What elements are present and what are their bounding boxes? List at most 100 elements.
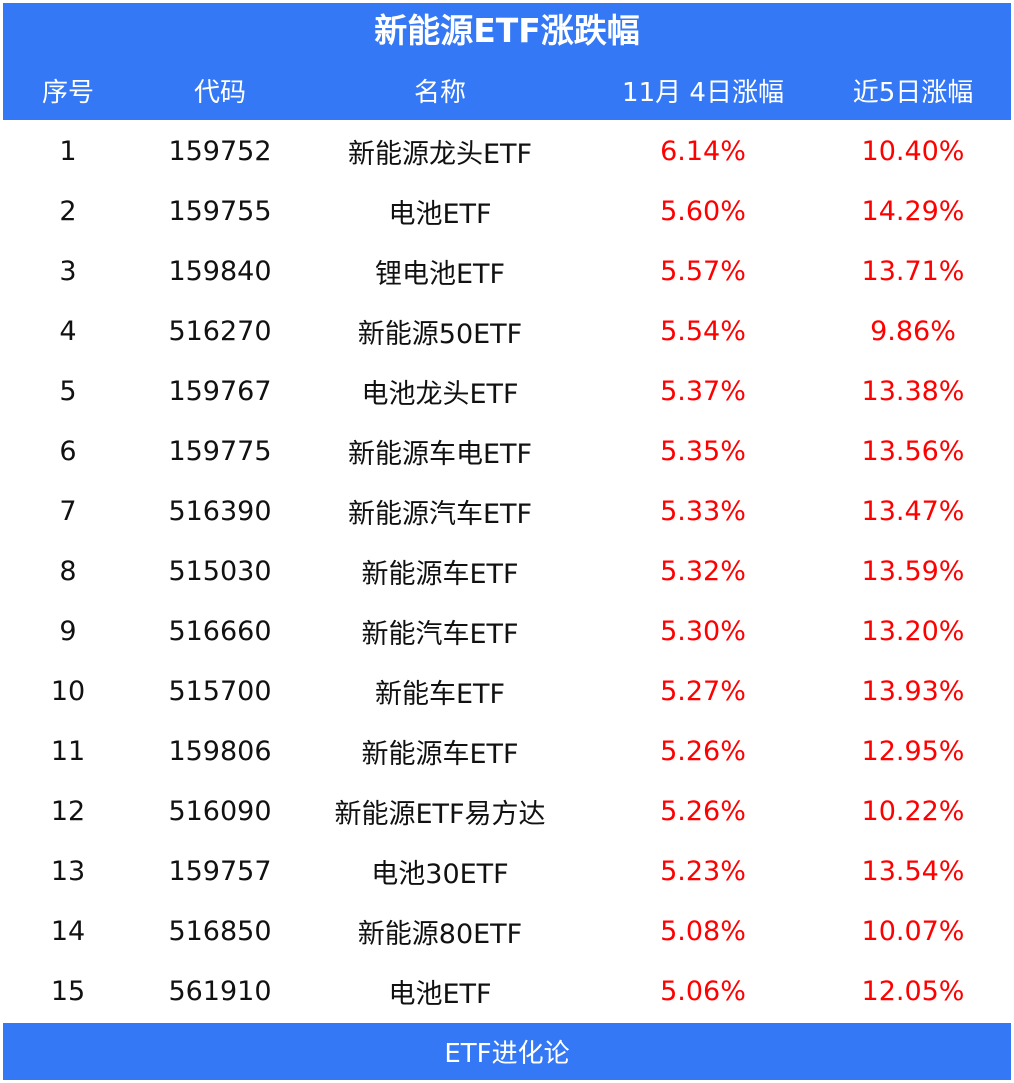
header-name: 名称 bbox=[413, 77, 466, 108]
table-title: 新能源ETF涨跌幅 bbox=[374, 11, 640, 50]
cell-change-5d: 10.40% bbox=[861, 135, 965, 167]
table-row: 10 515700 新能车ETF 5.27% 13.93% bbox=[3, 661, 1011, 721]
table-row: 1 159752 新能源龙头ETF 6.14% 10.40% bbox=[3, 121, 1011, 181]
cell-index: 8 bbox=[59, 555, 77, 587]
cell-change-5d: 10.07% bbox=[861, 915, 965, 947]
cell-change-day: 5.27% bbox=[660, 675, 746, 707]
cell-name: 新能源80ETF bbox=[357, 918, 523, 950]
header-change-5d: 近5日涨幅 bbox=[852, 77, 974, 108]
cell-name: 新能源ETF易方达 bbox=[334, 798, 546, 830]
cell-index: 2 bbox=[59, 195, 77, 227]
header-change-day: 11月 4日涨幅 bbox=[622, 77, 784, 108]
cell-code: 516390 bbox=[168, 495, 272, 527]
cell-change-day: 5.26% bbox=[660, 735, 746, 767]
table-row: 8 515030 新能源车ETF 5.32% 13.59% bbox=[3, 541, 1011, 601]
cell-name: 新能源龙头ETF bbox=[347, 138, 533, 170]
cell-name: 新能源汽车ETF bbox=[347, 498, 533, 530]
cell-index: 7 bbox=[59, 495, 77, 527]
cell-change-5d: 13.59% bbox=[861, 555, 965, 587]
cell-change-day: 6.14% bbox=[660, 135, 746, 167]
cell-index: 9 bbox=[59, 615, 77, 647]
cell-name: 电池30ETF bbox=[371, 858, 509, 890]
table-body: 1 159752 新能源龙头ETF 6.14% 10.40% 2 159755 … bbox=[3, 121, 1011, 1021]
table-row: 12 516090 新能源ETF易方达 5.26% 10.22% bbox=[3, 781, 1011, 841]
cell-code: 159752 bbox=[168, 135, 272, 167]
cell-change-5d: 13.20% bbox=[861, 615, 965, 647]
cell-change-day: 5.08% bbox=[660, 915, 746, 947]
table-row: 15 561910 电池ETF 5.06% 12.05% bbox=[3, 961, 1011, 1021]
cell-index: 6 bbox=[59, 435, 77, 467]
cell-index: 14 bbox=[50, 915, 86, 947]
cell-index: 13 bbox=[50, 855, 86, 887]
cell-name: 电池ETF bbox=[388, 978, 492, 1010]
etf-table-card: 新能源ETF涨跌幅 序号 代码 名称 11月 4日涨幅 近5日涨幅 1 1597… bbox=[3, 3, 1011, 1080]
cell-change-day: 5.33% bbox=[660, 495, 746, 527]
table-row: 6 159775 新能源车电ETF 5.35% 13.56% bbox=[3, 421, 1011, 481]
cell-change-day: 5.37% bbox=[660, 375, 746, 407]
cell-name: 新能车ETF bbox=[374, 678, 506, 710]
cell-index: 15 bbox=[50, 975, 86, 1007]
cell-index: 11 bbox=[50, 735, 86, 767]
cell-change-5d: 13.47% bbox=[861, 495, 965, 527]
cell-change-5d: 9.86% bbox=[870, 315, 956, 347]
cell-name: 新能汽车ETF bbox=[361, 618, 519, 650]
cell-code: 515030 bbox=[168, 555, 272, 587]
cell-change-day: 5.35% bbox=[660, 435, 746, 467]
cell-name: 锂电池ETF bbox=[374, 258, 506, 290]
cell-code: 159775 bbox=[168, 435, 272, 467]
cell-index: 4 bbox=[59, 315, 77, 347]
table-row: 4 516270 新能源50ETF 5.54% 9.86% bbox=[3, 301, 1011, 361]
cell-change-5d: 13.56% bbox=[861, 435, 965, 467]
cell-index: 1 bbox=[59, 135, 77, 167]
cell-change-day: 5.26% bbox=[660, 795, 746, 827]
cell-change-5d: 10.22% bbox=[861, 795, 965, 827]
cell-code: 159840 bbox=[168, 255, 272, 287]
cell-change-day: 5.06% bbox=[660, 975, 746, 1007]
cell-name: 新能源车电ETF bbox=[347, 438, 533, 470]
cell-code: 159755 bbox=[168, 195, 272, 227]
cell-index: 12 bbox=[50, 795, 86, 827]
cell-name: 新能源车ETF bbox=[361, 558, 519, 590]
cell-name: 电池ETF bbox=[388, 198, 492, 230]
cell-code: 516270 bbox=[168, 315, 272, 347]
cell-change-day: 5.60% bbox=[660, 195, 746, 227]
cell-change-day: 5.30% bbox=[660, 615, 746, 647]
cell-code: 159806 bbox=[168, 735, 272, 767]
cell-name: 电池龙头ETF bbox=[361, 378, 519, 410]
footer-source: ETF进化论 bbox=[3, 1023, 1011, 1080]
cell-change-5d: 13.54% bbox=[861, 855, 965, 887]
cell-code: 159757 bbox=[168, 855, 272, 887]
cell-change-day: 5.32% bbox=[660, 555, 746, 587]
cell-change-5d: 12.95% bbox=[861, 735, 965, 767]
table-row: 5 159767 电池龙头ETF 5.37% 13.38% bbox=[3, 361, 1011, 421]
table-row: 2 159755 电池ETF 5.60% 14.29% bbox=[3, 181, 1011, 241]
cell-code: 561910 bbox=[168, 975, 272, 1007]
cell-change-5d: 13.38% bbox=[861, 375, 965, 407]
column-header-row: 序号 代码 名称 11月 4日涨幅 近5日涨幅 bbox=[3, 61, 1011, 119]
cell-code: 159767 bbox=[168, 375, 272, 407]
cell-change-day: 5.54% bbox=[660, 315, 746, 347]
table-row: 3 159840 锂电池ETF 5.57% 13.71% bbox=[3, 241, 1011, 301]
header-code: 代码 bbox=[193, 77, 246, 108]
cell-code: 516660 bbox=[168, 615, 272, 647]
cell-change-day: 5.57% bbox=[660, 255, 746, 287]
table-row: 11 159806 新能源车ETF 5.26% 12.95% bbox=[3, 721, 1011, 781]
cell-change-day: 5.23% bbox=[660, 855, 746, 887]
table-row: 7 516390 新能源汽车ETF 5.33% 13.47% bbox=[3, 481, 1011, 541]
cell-code: 515700 bbox=[168, 675, 272, 707]
cell-index: 10 bbox=[50, 675, 86, 707]
cell-name: 新能源50ETF bbox=[357, 318, 523, 350]
cell-index: 5 bbox=[59, 375, 77, 407]
cell-code: 516090 bbox=[168, 795, 272, 827]
table-row: 9 516660 新能汽车ETF 5.30% 13.20% bbox=[3, 601, 1011, 661]
table-header-block: 新能源ETF涨跌幅 序号 代码 名称 11月 4日涨幅 近5日涨幅 bbox=[3, 3, 1011, 120]
cell-code: 516850 bbox=[168, 915, 272, 947]
cell-change-5d: 12.05% bbox=[861, 975, 965, 1007]
cell-index: 3 bbox=[59, 255, 77, 287]
cell-change-5d: 13.93% bbox=[861, 675, 965, 707]
cell-name: 新能源车ETF bbox=[361, 738, 519, 770]
table-row: 14 516850 新能源80ETF 5.08% 10.07% bbox=[3, 901, 1011, 961]
header-index: 序号 bbox=[41, 77, 94, 108]
cell-change-5d: 13.71% bbox=[861, 255, 965, 287]
cell-change-5d: 14.29% bbox=[861, 195, 965, 227]
